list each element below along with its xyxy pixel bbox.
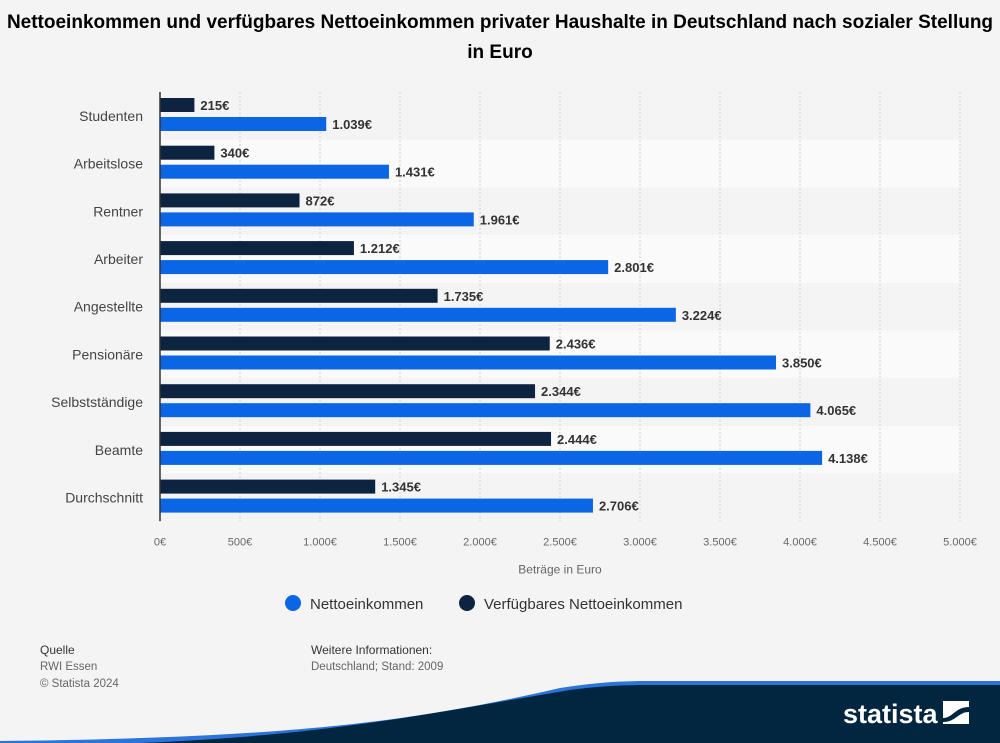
category-label: Rentner — [93, 203, 143, 219]
data-label: 4.138€ — [828, 451, 868, 466]
data-label: 215€ — [200, 98, 229, 113]
bar — [160, 431, 552, 446]
data-label: 2.706€ — [599, 499, 639, 514]
data-label: 872€ — [306, 193, 335, 208]
x-tick-label: 2.500€ — [543, 536, 577, 548]
bar — [160, 307, 676, 322]
category-label: Angestellte — [74, 299, 143, 315]
x-tick-label: 2.000€ — [463, 536, 497, 548]
bar — [160, 193, 300, 208]
copyright: © Statista 2024 — [40, 678, 119, 690]
x-tick-label: 5.000€ — [943, 536, 977, 548]
bar — [160, 241, 354, 256]
category-label: Durchschnitt — [65, 489, 143, 505]
bar — [160, 288, 438, 303]
category-label: Pensionäre — [72, 346, 143, 362]
legend-label[interactable]: Nettoeinkommen — [310, 596, 423, 613]
data-label: 1.212€ — [360, 241, 400, 256]
x-tick-label: 4.000€ — [783, 536, 817, 548]
data-label: 2.801€ — [614, 260, 654, 275]
data-label: 1.735€ — [444, 289, 484, 304]
data-label: 4.065€ — [816, 403, 856, 418]
info-text: Deutschland; Stand: 2009 — [311, 661, 444, 673]
category-label: Arbeitslose — [74, 156, 143, 172]
bar — [160, 479, 376, 494]
info-label: Weitere Informationen: — [311, 643, 433, 657]
x-axis-label: Beträge in Euro — [518, 562, 602, 576]
source-text: RWI Essen — [40, 661, 98, 673]
legend-marker — [285, 595, 301, 611]
data-label: 3.224€ — [682, 308, 722, 323]
chart-title: Nettoeinkommen und verfügbares Nettoeink… — [6, 12, 994, 63]
category-label: Selbstständige — [51, 394, 143, 410]
data-label: 1.431€ — [395, 165, 435, 180]
category-label: Studenten — [79, 108, 143, 124]
bar — [160, 336, 550, 351]
legend-label[interactable]: Verfügbares Nettoeinkommen — [484, 596, 682, 613]
bar — [160, 355, 776, 370]
x-tick-label: 1.000€ — [303, 536, 337, 548]
x-tick-label: 500€ — [228, 536, 252, 548]
bar — [160, 117, 327, 131]
source-label: Quelle — [40, 643, 75, 657]
bar — [160, 403, 811, 418]
bar — [160, 260, 609, 275]
legend-marker — [459, 595, 475, 611]
data-label: 2.436€ — [556, 337, 596, 352]
footer-band — [140, 685, 1000, 743]
bar — [160, 498, 593, 513]
row-band — [160, 139, 960, 188]
data-label: 2.444€ — [557, 432, 597, 447]
x-tick-label: 3.000€ — [623, 536, 657, 548]
bar — [160, 164, 389, 179]
x-tick-label: 3.500€ — [703, 536, 737, 548]
category-label: Arbeiter — [94, 251, 143, 267]
info-block: Weitere Informationen: Deutschland; Stan… — [311, 642, 443, 676]
data-label: 3.850€ — [782, 356, 822, 371]
x-tick-label: 4.500€ — [863, 536, 897, 548]
statista-logo: statista — [843, 699, 939, 729]
source-block: Quelle RWI Essen © Statista 2024 — [40, 642, 119, 693]
data-label: 1.961€ — [480, 212, 520, 227]
bar — [160, 212, 474, 227]
logo-icon-stroke — [943, 707, 969, 722]
bar — [160, 450, 823, 465]
data-label: 340€ — [220, 146, 249, 161]
data-label: 1.039€ — [332, 117, 372, 132]
x-tick-label: 0€ — [154, 536, 166, 548]
data-label: 1.345€ — [381, 480, 421, 495]
x-tick-label: 1.500€ — [383, 536, 417, 548]
category-label: Beamte — [95, 442, 143, 458]
data-label: 2.344€ — [541, 384, 581, 399]
bar — [160, 384, 536, 399]
bar — [160, 98, 195, 112]
bar — [160, 145, 215, 160]
